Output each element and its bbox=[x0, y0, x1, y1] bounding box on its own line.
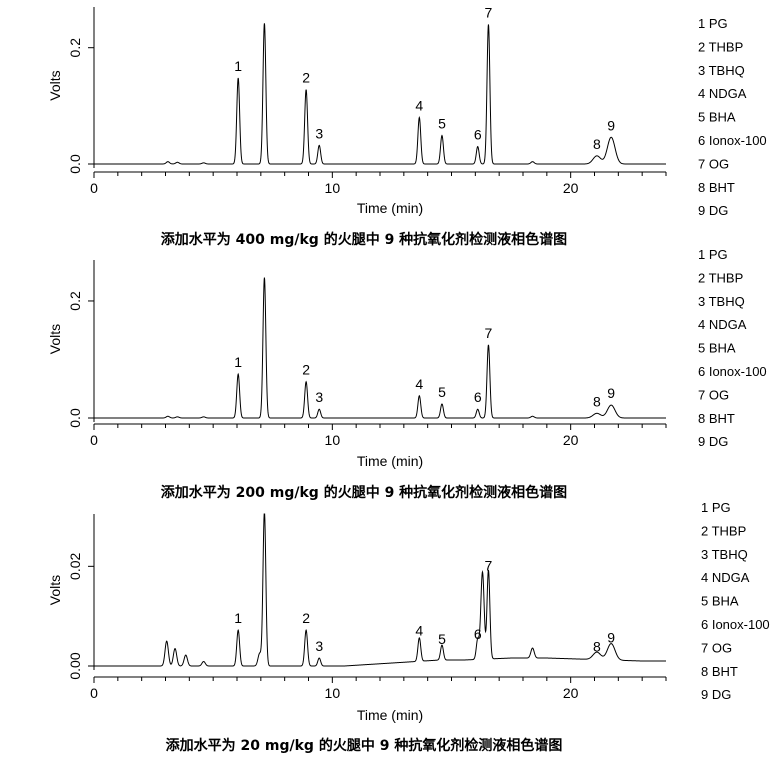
legend: 1 PG 2 THBP 3 TBHQ 4 NDGA 5 BHA 6 Ionox-100 7 … bbox=[698, 16, 767, 218]
peak-label-6: 6 bbox=[474, 626, 482, 642]
peak-label-5: 5 bbox=[438, 384, 446, 400]
legend-entry: 9 DG bbox=[698, 203, 728, 218]
legend-entry: 8 BHT bbox=[701, 664, 738, 679]
peak-label-4: 4 bbox=[415, 97, 423, 113]
legend-entry: 2 THBP bbox=[701, 523, 746, 538]
peak-label-3: 3 bbox=[315, 125, 323, 141]
legend-entry: 1 PG bbox=[698, 16, 728, 31]
legend-entry: 5 BHA bbox=[698, 341, 736, 356]
legend-entry: 2 THBP bbox=[698, 270, 743, 285]
peak-label-2: 2 bbox=[302, 362, 310, 378]
peak-label-3: 3 bbox=[315, 638, 323, 654]
legend-entry: 6 Ionox-100 bbox=[698, 364, 767, 379]
peak-label-5: 5 bbox=[438, 116, 446, 132]
x-tick-label: 0 bbox=[90, 685, 98, 701]
legend-entry: 7 OG bbox=[698, 387, 729, 402]
peak-label-1: 1 bbox=[234, 354, 242, 370]
legend-entry: 6 Ionox-100 bbox=[698, 133, 767, 148]
peak-label-9: 9 bbox=[607, 630, 615, 646]
legend-entry: 3 TBHQ bbox=[698, 63, 745, 78]
legend-entry: 3 TBHQ bbox=[698, 294, 745, 309]
peak-label-7: 7 bbox=[485, 4, 493, 20]
x-tick-label: 20 bbox=[563, 432, 579, 448]
peak-label-2: 2 bbox=[302, 610, 310, 626]
legend-entry: 2 THBP bbox=[698, 39, 743, 54]
legend-entry: 9 DG bbox=[701, 687, 731, 702]
y-axis-label: Volts bbox=[47, 70, 63, 100]
legend-entry: 4 NDGA bbox=[701, 570, 750, 585]
peak-label-8: 8 bbox=[593, 136, 601, 152]
x-axis-label: Time (min) bbox=[357, 707, 423, 723]
peak-label-8: 8 bbox=[593, 393, 601, 409]
peak-label-2: 2 bbox=[302, 70, 310, 86]
y-tick-label: 0.0 bbox=[67, 154, 83, 174]
x-tick-label: 0 bbox=[90, 432, 98, 448]
legend-entry: 8 BHT bbox=[698, 411, 735, 426]
x-axis-label: Time (min) bbox=[357, 200, 423, 216]
legend-entry: 3 TBHQ bbox=[701, 547, 748, 562]
y-tick-label: 0.2 bbox=[67, 38, 83, 58]
peak-label-4: 4 bbox=[415, 623, 423, 639]
legend-entry: 4 NDGA bbox=[698, 86, 747, 101]
legend-entry: 1 PG bbox=[701, 500, 731, 515]
y-tick-label: 0.2 bbox=[67, 291, 83, 311]
legend-entry: 8 BHT bbox=[698, 180, 735, 195]
x-tick-label: 20 bbox=[563, 180, 579, 196]
legend-entry: 4 NDGA bbox=[698, 317, 747, 332]
legend-entry: 1 PG bbox=[698, 247, 728, 262]
y-tick-label: 0.0 bbox=[67, 408, 83, 428]
peak-label-8: 8 bbox=[593, 639, 601, 655]
chromatogram-trace bbox=[94, 513, 666, 667]
peak-label-7: 7 bbox=[485, 325, 493, 341]
legend-entry: 6 Ionox-100 bbox=[701, 617, 770, 632]
legend-entry: 7 OG bbox=[698, 156, 729, 171]
x-tick-label: 10 bbox=[325, 180, 341, 196]
x-axis-label: Time (min) bbox=[357, 453, 423, 469]
y-tick-label: 0.00 bbox=[67, 652, 83, 679]
figure-caption: 添加水平为 400 mg/kg 的火腿中 9 种抗氧化剂检测液相色谱图 bbox=[161, 231, 567, 248]
legend-entry: 7 OG bbox=[701, 640, 732, 655]
x-tick-label: 10 bbox=[325, 685, 341, 701]
figure-caption: 添加水平为 20 mg/kg 的火腿中 9 种抗氧化剂检测液相色谱图 bbox=[166, 737, 563, 754]
legend-entry: 5 BHA bbox=[701, 594, 739, 609]
peak-label-6: 6 bbox=[474, 127, 482, 143]
legend-entry: 5 BHA bbox=[698, 110, 736, 125]
peak-label-5: 5 bbox=[438, 631, 446, 647]
peak-label-1: 1 bbox=[234, 58, 242, 74]
peak-label-6: 6 bbox=[474, 389, 482, 405]
legend: 1 PG 2 THBP 3 TBHQ 4 NDGA 5 BHA 6 Ionox-100 7 … bbox=[698, 247, 767, 449]
legend: 1 PG 2 THBP 3 TBHQ 4 NDGA 5 BHA 6 Ionox-100 7 … bbox=[701, 500, 770, 702]
peak-label-4: 4 bbox=[415, 376, 423, 392]
y-axis-label: Volts bbox=[47, 575, 63, 605]
peak-label-1: 1 bbox=[234, 610, 242, 626]
y-tick-label: 0.02 bbox=[67, 552, 83, 579]
peak-label-9: 9 bbox=[607, 117, 615, 133]
x-tick-label: 10 bbox=[325, 432, 341, 448]
peak-label-9: 9 bbox=[607, 385, 615, 401]
x-tick-label: 0 bbox=[90, 180, 98, 196]
legend-entry: 9 DG bbox=[698, 434, 728, 449]
chromatogram-trace bbox=[94, 23, 666, 165]
peak-label-3: 3 bbox=[315, 389, 323, 405]
peak-label-7: 7 bbox=[485, 557, 493, 573]
chromatogram-trace bbox=[94, 277, 666, 419]
y-axis-label: Volts bbox=[47, 324, 63, 354]
x-tick-label: 20 bbox=[563, 685, 579, 701]
figure-caption: 添加水平为 200 mg/kg 的火腿中 9 种抗氧化剂检测液相色谱图 bbox=[161, 484, 567, 501]
